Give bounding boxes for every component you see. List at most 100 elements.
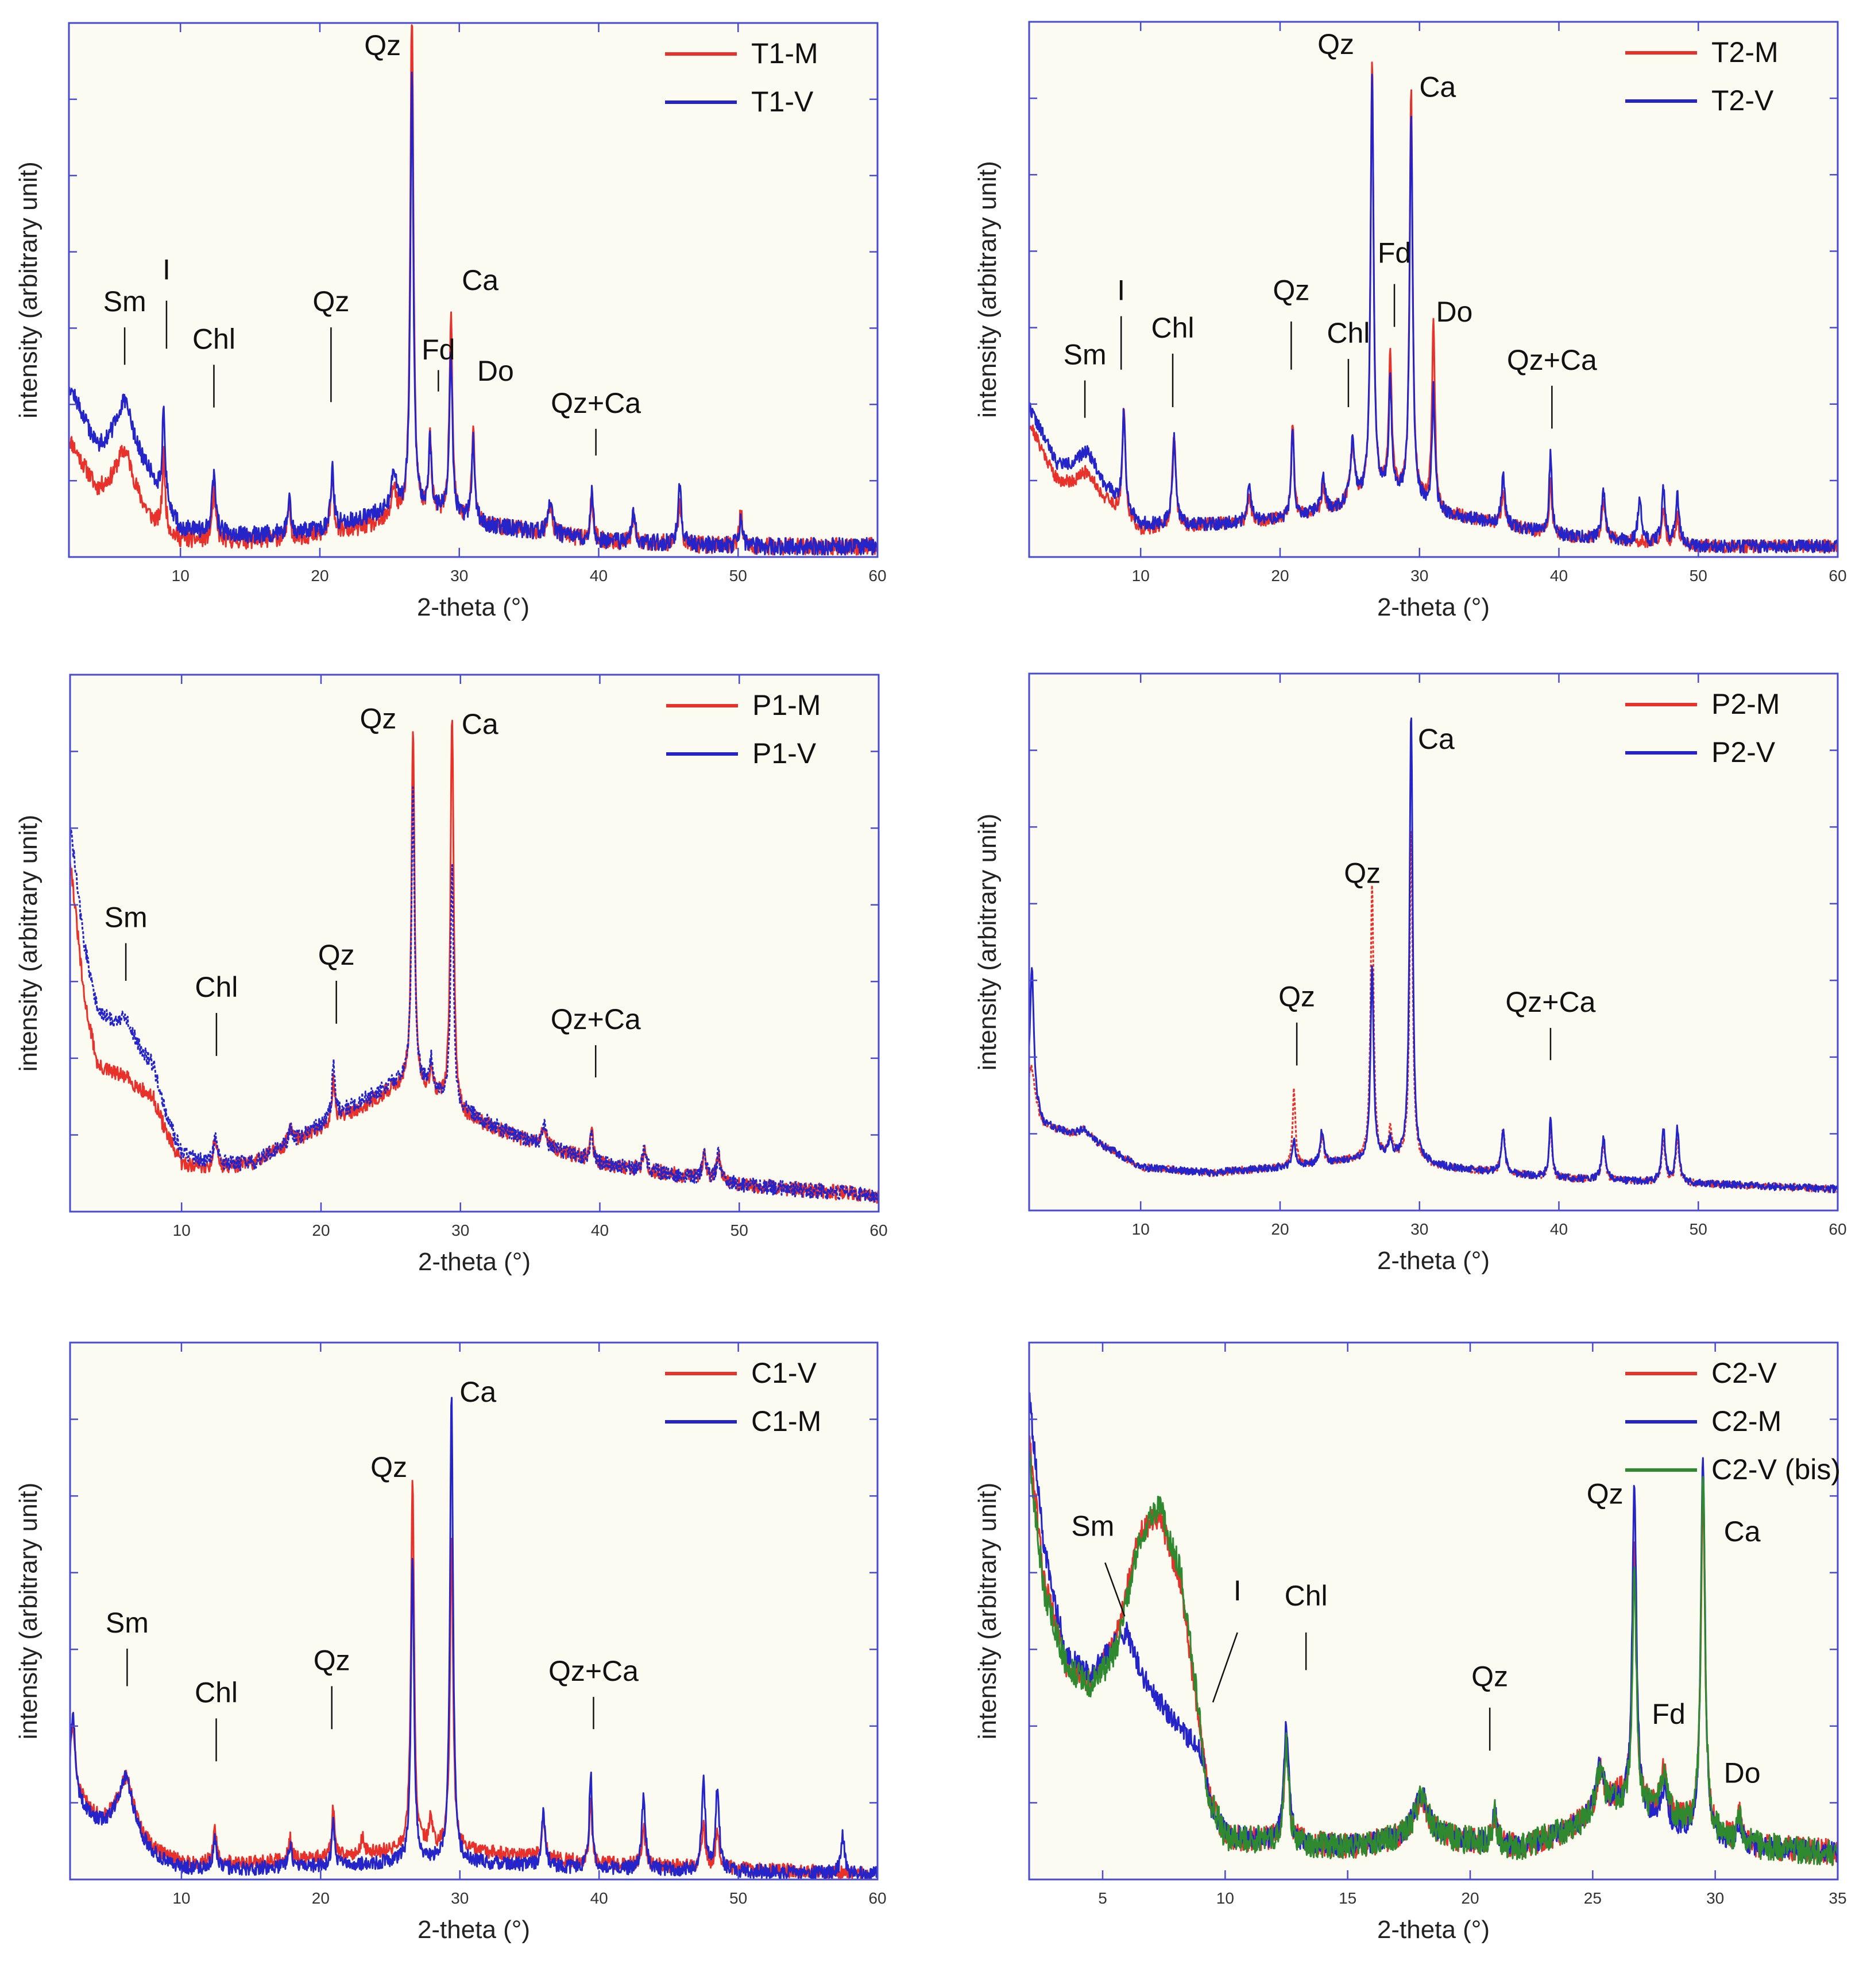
legend-label: T1-V <box>751 86 814 118</box>
legend-label: C2-V (bis) <box>1711 1453 1841 1486</box>
plot-frame <box>68 22 879 558</box>
chart-t1: 10 20 30 40 50 60 2-theta (°) intensity (arbitr… <box>14 22 887 621</box>
x-tick-label: 20 <box>1271 1220 1289 1238</box>
x-tick-label: 60 <box>1829 567 1846 585</box>
plot-area <box>1029 22 1838 557</box>
peak-label: Qz <box>1273 274 1309 307</box>
x-tick-label: 40 <box>1550 567 1568 585</box>
legend-label: P2-M <box>1711 688 1780 720</box>
legend-label: T1-M <box>751 37 818 69</box>
x-tick-label: 10 <box>173 1221 191 1239</box>
peak-label: I <box>1234 1575 1242 1607</box>
legend-label: P2-V <box>1711 736 1776 768</box>
x-tick-label: 30 <box>1706 1889 1724 1907</box>
x-tick-label: 40 <box>590 567 608 585</box>
peak-label: Qz <box>312 285 349 318</box>
series-line <box>1028 1451 1839 1866</box>
legend-label: C2-V <box>1711 1357 1777 1389</box>
peak-label: Chl <box>192 323 235 355</box>
peak-label: Chl <box>195 971 238 1003</box>
plot-frame <box>1028 21 1839 558</box>
peak-label: Qz <box>364 29 401 61</box>
peak-label: Qz <box>370 1451 407 1483</box>
x-axis-title: 2-theta (°) <box>1377 593 1490 621</box>
series-line <box>68 71 879 556</box>
plot-area <box>1029 1343 1838 1879</box>
x-tick-label: 20 <box>311 567 328 585</box>
peak-label: Fd <box>422 334 455 366</box>
plot-area <box>1029 674 1838 1210</box>
x-axis-title: 2-theta (°) <box>1377 1247 1490 1275</box>
peak-label: Do <box>477 355 514 387</box>
peak-label: Qz+Ca <box>548 1655 639 1687</box>
peak-label: Ca <box>459 1376 496 1408</box>
series-line <box>69 786 880 1203</box>
peak-label: I <box>163 253 171 285</box>
peak-label: Sm <box>106 1607 149 1639</box>
chart-c2: 5 10 15 20 25 30 35 2-theta (°) intensity (arbit… <box>973 1341 1847 1944</box>
peak-label: Ca <box>462 708 498 740</box>
chart-t2: 10 20 30 40 50 60 2-theta (°) intensity (arbitr… <box>973 21 1847 621</box>
x-tick-label: 10 <box>1132 567 1150 585</box>
x-tick-label: 10 <box>172 1889 190 1907</box>
legend-label: T2-V <box>1711 84 1774 117</box>
x-axis-title: 2-theta (°) <box>1377 1916 1490 1944</box>
peak-leader-line <box>1212 1632 1238 1703</box>
peak-label: Chl <box>1327 317 1370 349</box>
x-tick-label: 30 <box>451 1889 469 1907</box>
peak-label: Qz+Ca <box>1505 986 1595 1018</box>
peak-label: Fd <box>1652 1698 1685 1730</box>
peak-label: Chl <box>1151 312 1195 344</box>
legend-label: P1-V <box>752 737 817 769</box>
x-tick-label: 10 <box>172 567 190 585</box>
x-axis-title: 2-theta (°) <box>417 593 529 621</box>
x-tick-label: 10 <box>1216 1889 1234 1907</box>
x-tick-label: 30 <box>1410 567 1428 585</box>
y-axis-title: intensity (arbitrary unit) <box>14 815 42 1072</box>
x-tick-label: 35 <box>1829 1889 1846 1907</box>
plot-frame <box>69 1341 879 1881</box>
peak-label: Ca <box>1419 71 1456 103</box>
peak-label: Chl <box>195 1676 238 1708</box>
plot-area <box>69 23 878 557</box>
x-tick-label: 50 <box>1690 1220 1707 1238</box>
x-tick-label: 20 <box>1271 567 1289 585</box>
peak-label: Qz <box>1317 28 1354 60</box>
chart-p1: 10 20 30 40 50 60 2-theta (°) intensity (arbitr… <box>14 674 888 1276</box>
x-tick-label: 15 <box>1339 1889 1356 1907</box>
y-axis-title: intensity (arbitrary unit) <box>973 161 1002 417</box>
x-tick-label: 10 <box>1132 1220 1150 1238</box>
x-tick-label: 5 <box>1098 1889 1107 1907</box>
series-line <box>1028 717 1839 1194</box>
peak-label: Fd <box>1378 237 1411 269</box>
peak-label: I <box>1117 274 1125 307</box>
peak-label: Qz <box>1344 857 1381 889</box>
plot-frame <box>69 674 880 1213</box>
peak-label: Qz+Ca <box>551 387 641 419</box>
plot-frame <box>1028 1341 1839 1881</box>
peak-label: Qz <box>318 939 355 971</box>
peak-label: Ca <box>1724 1515 1761 1548</box>
plot-frame <box>1028 672 1839 1212</box>
x-tick-label: 50 <box>729 1889 747 1907</box>
x-tick-label: 60 <box>1829 1220 1846 1238</box>
y-axis-title: intensity (arbitrary unit) <box>973 1483 1002 1739</box>
peak-label: Ca <box>1418 723 1455 755</box>
series-line <box>1028 74 1839 554</box>
legend-label: T2-M <box>1711 36 1779 68</box>
x-tick-label: 60 <box>868 1889 886 1907</box>
chart-c1: 10 20 30 40 50 60 2-theta (°) intensity (arbitr… <box>14 1341 887 1944</box>
x-tick-label: 40 <box>1550 1220 1568 1238</box>
chart-p2: 10 20 30 40 50 60 2-theta (°) intensity (arbitr… <box>973 672 1847 1275</box>
peak-label: Sm <box>1064 338 1107 370</box>
y-axis-title: intensity (arbitrary unit) <box>973 814 1002 1070</box>
x-tick-label: 60 <box>868 567 886 585</box>
x-tick-label: 40 <box>591 1221 609 1239</box>
peak-label: Qz+Ca <box>1507 344 1597 376</box>
x-tick-label: 60 <box>869 1221 887 1239</box>
peak-label: Sm <box>103 285 146 318</box>
peak-label: Do <box>1724 1757 1761 1789</box>
x-tick-label: 50 <box>729 567 747 585</box>
legend-label: P1-M <box>752 689 821 721</box>
